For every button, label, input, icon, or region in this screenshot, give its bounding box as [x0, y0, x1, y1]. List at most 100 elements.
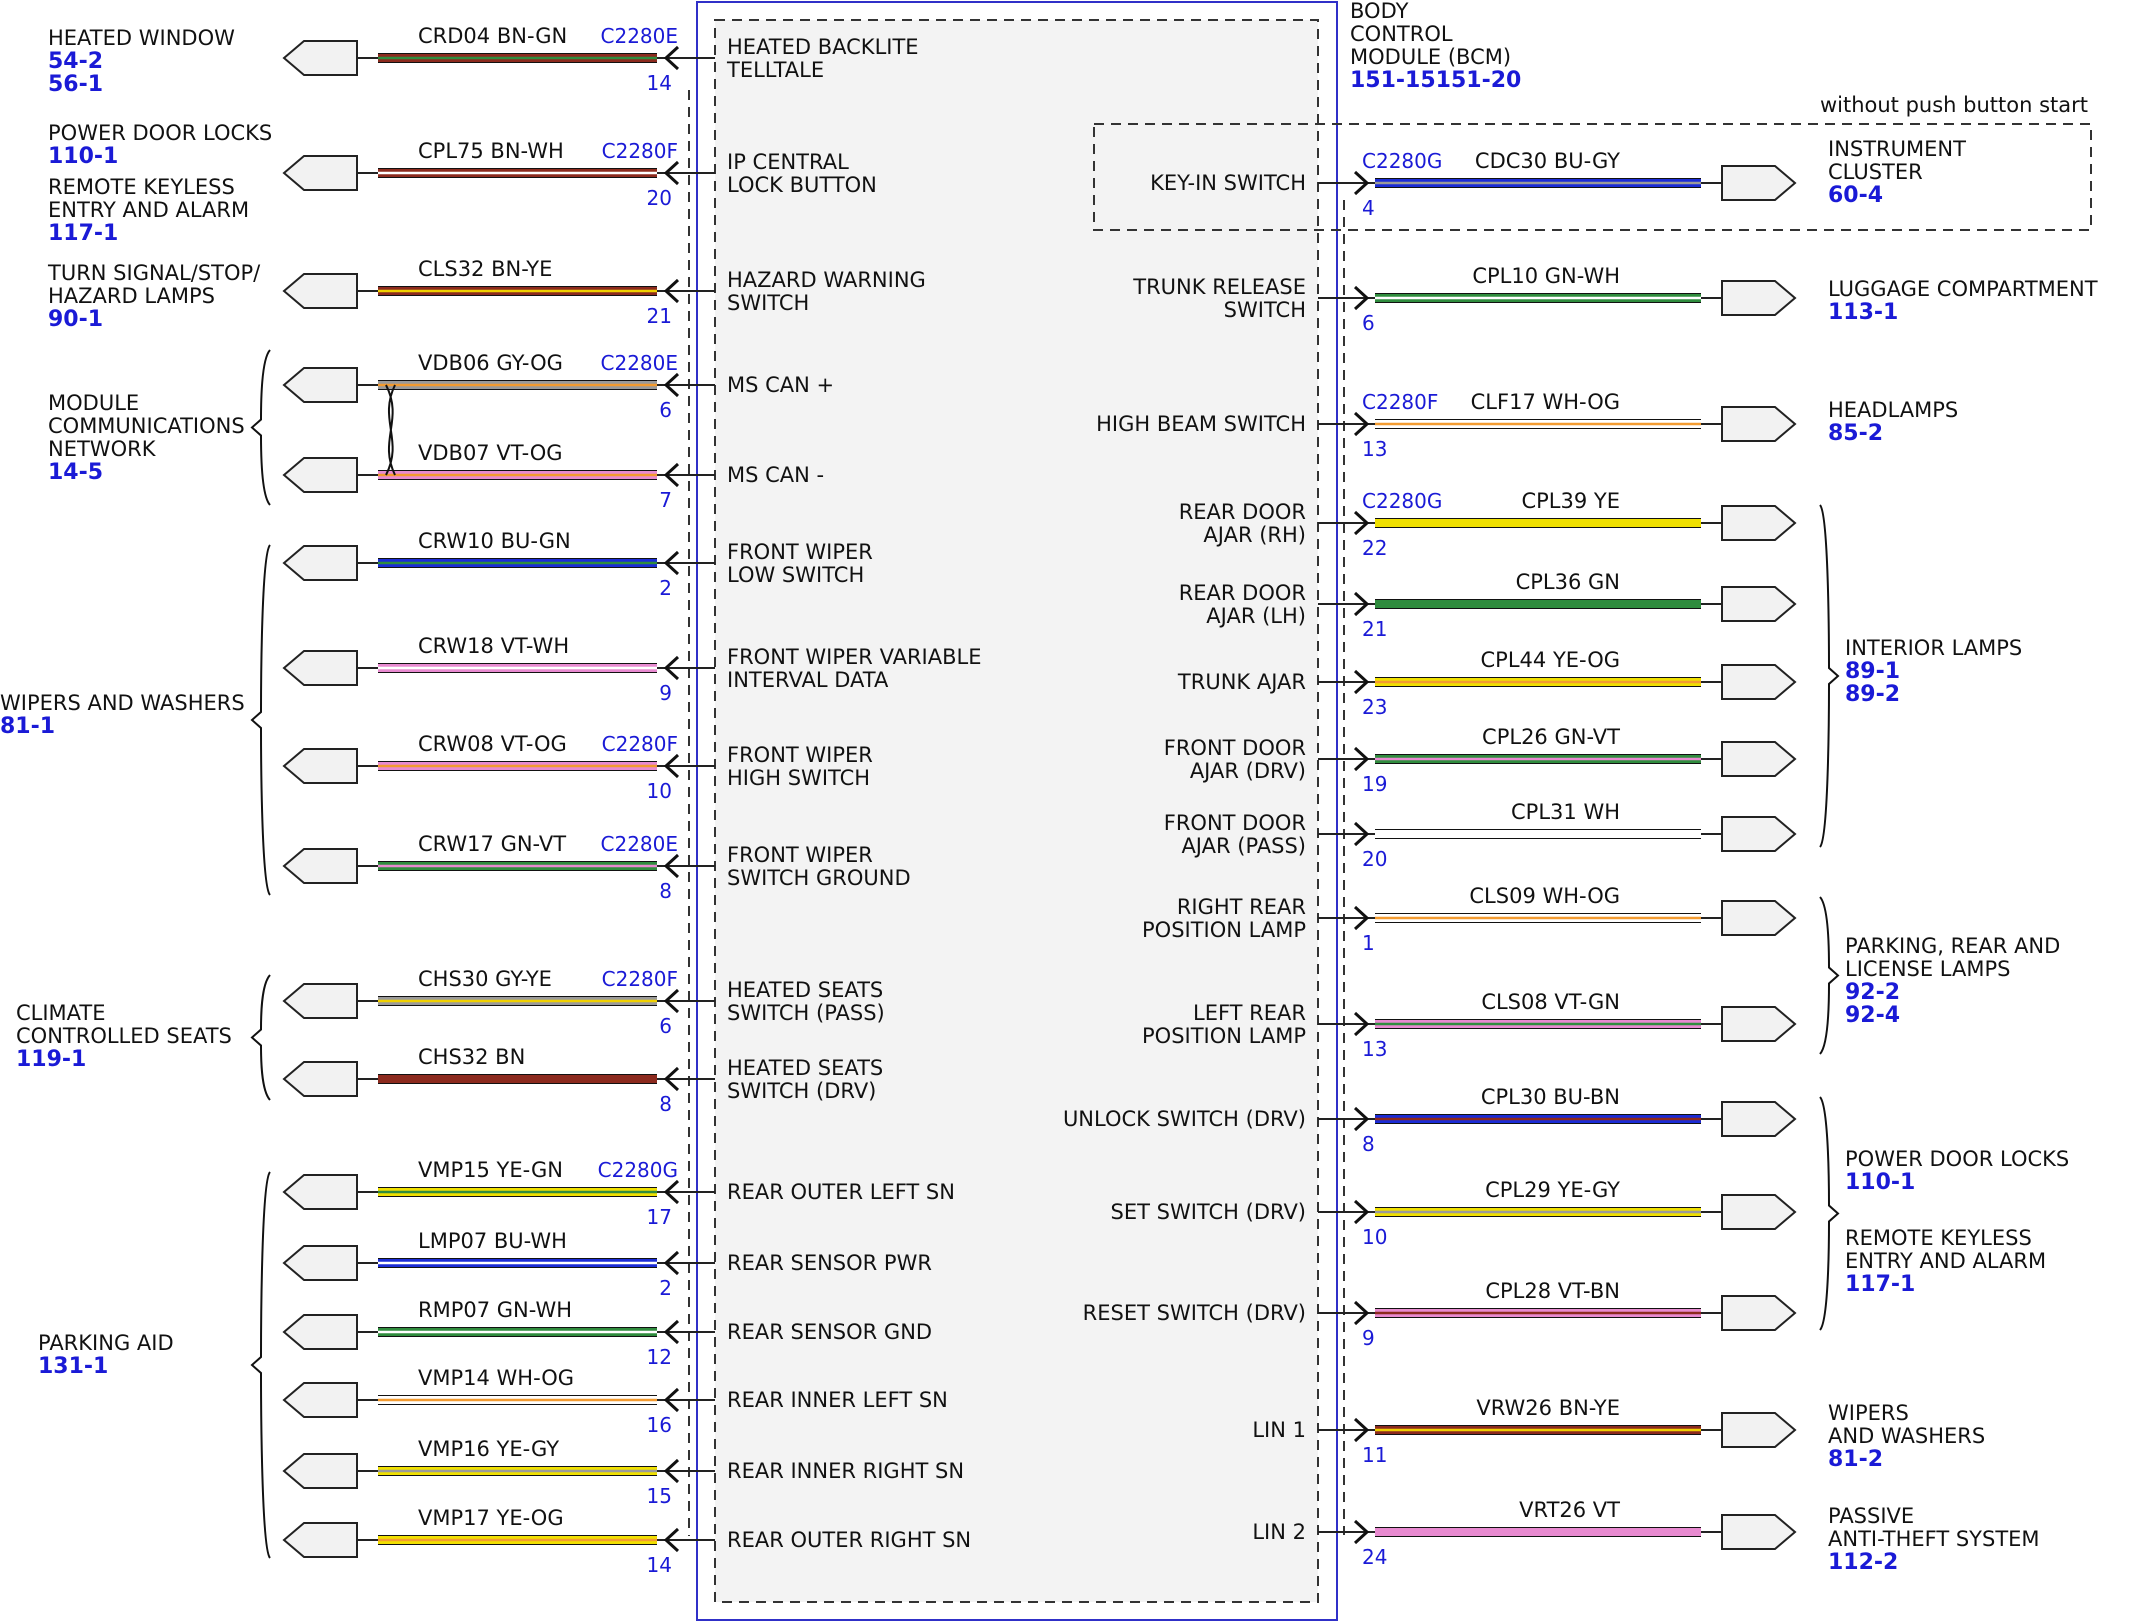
destination-page-ref: 119-1: [16, 1047, 86, 1072]
bcm-internal-boundary: [714, 19, 1319, 1603]
right-signal-label: AJAR (PASS): [1181, 834, 1306, 858]
left-pin-number: 14: [647, 71, 672, 95]
left-signal-label: HAZARD WARNING: [727, 268, 926, 292]
left-pin-number: 14: [647, 1553, 672, 1577]
left-connector-id: C2280G: [598, 1158, 678, 1182]
right-signal-label: LEFT REAR: [1193, 1001, 1306, 1025]
left-pin-number: 12: [647, 1345, 672, 1369]
right-signal-label: FRONT DOOR: [1164, 811, 1306, 835]
right-pin-number: 20: [1362, 847, 1387, 871]
left-connector-shape: [282, 650, 358, 686]
right-pin-number: 19: [1362, 772, 1387, 796]
right-pin-number: 1: [1362, 931, 1375, 955]
right-circuit-label: CLS08 VT-GN: [1481, 990, 1620, 1014]
left-connector-shape: [282, 1245, 358, 1281]
right-circuit-label: CPL30 BU-BN: [1481, 1085, 1620, 1109]
left-connector-shape: [282, 1522, 358, 1558]
left-pin-number: 6: [659, 1014, 672, 1038]
module-page-ref: 151-15151-20: [1350, 68, 1521, 93]
left-connector-id: C2280E: [601, 832, 679, 856]
left-pin-number: 2: [659, 1276, 672, 1300]
right-signal-label: REAR DOOR: [1179, 581, 1306, 605]
optional-feature-box: [1093, 123, 2092, 231]
left-signal-label: HEATED BACKLITE: [727, 35, 919, 59]
left-pin-number: 16: [647, 1413, 672, 1437]
right-circuit-label: CPL26 GN-VT: [1482, 725, 1620, 749]
right-connector-shape: [1721, 1194, 1797, 1230]
destination-page-ref: 14-5: [48, 460, 103, 485]
left-pin-arrow: [663, 853, 680, 879]
destination-label: REMOTE KEYLESS: [48, 175, 235, 199]
left-signal-label: SWITCH: [727, 291, 809, 315]
destination-page-ref: 54-2: [48, 49, 103, 74]
right-connector-shape: [1721, 165, 1797, 201]
right-connector-shape: [1721, 741, 1797, 777]
twisted-pair-icon: [385, 384, 396, 476]
right-circuit-label: CPL10 GN-WH: [1472, 264, 1620, 288]
left-brace-wipers: [250, 544, 271, 896]
left-connector-id: C2280E: [601, 351, 679, 375]
destination-label: ANTI-THEFT SYSTEM: [1828, 1527, 2040, 1551]
destination-label: CONTROLLED SEATS: [16, 1024, 232, 1048]
right-pin-arrow: [1353, 1011, 1370, 1037]
left-circuit-label: VMP14 WH-OG: [418, 1366, 574, 1390]
right-signal-label: TRUNK AJAR: [1177, 670, 1306, 694]
right-signal-label: AJAR (RH): [1203, 523, 1306, 547]
module-name-line: BODY: [1350, 0, 1409, 23]
left-pin-arrow: [663, 1066, 680, 1092]
right-pin-number: 13: [1362, 1037, 1387, 1061]
left-circuit-label: VMP16 YE-GY: [418, 1437, 559, 1461]
right-signal-label: RESET SWITCH (DRV): [1083, 1301, 1306, 1325]
right-pin-arrow: [1353, 905, 1370, 931]
right-connector-shape: [1721, 280, 1797, 316]
right-circuit-label: CPL39 YE: [1521, 489, 1620, 513]
right-pin-arrow: [1353, 170, 1370, 196]
left-signal-label: HEATED SEATS: [727, 1056, 883, 1080]
left-circuit-label: VMP17 YE-OG: [418, 1506, 564, 1530]
destination-label: ENTRY AND ALARM: [48, 198, 249, 222]
left-connector-shape: [282, 367, 358, 403]
left-pin-arrow: [663, 655, 680, 681]
left-signal-label: TELLTALE: [726, 58, 824, 82]
left-pin-number: 10: [647, 779, 672, 803]
left-circuit-label: CHS32 BN: [418, 1045, 525, 1069]
right-signal-label: FRONT DOOR: [1164, 736, 1306, 760]
left-signal-label: REAR INNER LEFT SN: [727, 1388, 948, 1412]
right-signal-label: RIGHT REAR: [1177, 895, 1306, 919]
left-signal-label: IP CENTRAL: [727, 150, 849, 174]
destination-page-ref: 81-2: [1828, 1447, 1883, 1472]
left-brace-seats: [250, 974, 271, 1101]
destination-label: POWER DOOR LOCKS: [48, 121, 272, 145]
left-circuit-label: CPL75 BN-WH: [418, 139, 564, 163]
left-connector-shape: [282, 273, 358, 309]
right-pin-arrow: [1353, 1199, 1370, 1225]
right-signal-label: AJAR (DRV): [1190, 759, 1306, 783]
right-pin-arrow: [1353, 285, 1370, 311]
left-signal-label: HIGH SWITCH: [727, 766, 870, 790]
right-pin-number: 22: [1362, 536, 1387, 560]
left-signal-label: FRONT WIPER: [727, 843, 873, 867]
destination-label: CLUSTER: [1828, 160, 1923, 184]
right-pin-number: 13: [1362, 437, 1387, 461]
destination-page-ref: 81-1: [0, 714, 55, 739]
right-connector-shape: [1721, 406, 1797, 442]
left-pin-arrow: [663, 1527, 680, 1553]
left-signal-label: SWITCH (DRV): [727, 1079, 876, 1103]
right-brace-interior: [1819, 504, 1840, 848]
right-pin-arrow: [1353, 1519, 1370, 1545]
destination-label: PARKING, REAR AND: [1845, 934, 2060, 958]
left-pin-number: 20: [647, 186, 672, 210]
left-signal-label: REAR SENSOR GND: [727, 1320, 932, 1344]
right-signal-label: LIN 1: [1252, 1418, 1306, 1442]
left-pin-number: 15: [647, 1484, 672, 1508]
right-circuit-label: CPL28 VT-BN: [1485, 1279, 1620, 1303]
right-pin-arrow: [1353, 1417, 1370, 1443]
destination-label: CLIMATE: [16, 1001, 106, 1025]
left-circuit-label: CRD04 BN-GN: [418, 24, 567, 48]
left-signal-label: FRONT WIPER VARIABLE: [727, 645, 981, 669]
destination-page-ref: 90-1: [48, 307, 103, 332]
destination-label: NETWORK: [48, 437, 157, 461]
right-signal-label: SWITCH: [1224, 298, 1306, 322]
right-pin-arrow: [1353, 510, 1370, 536]
